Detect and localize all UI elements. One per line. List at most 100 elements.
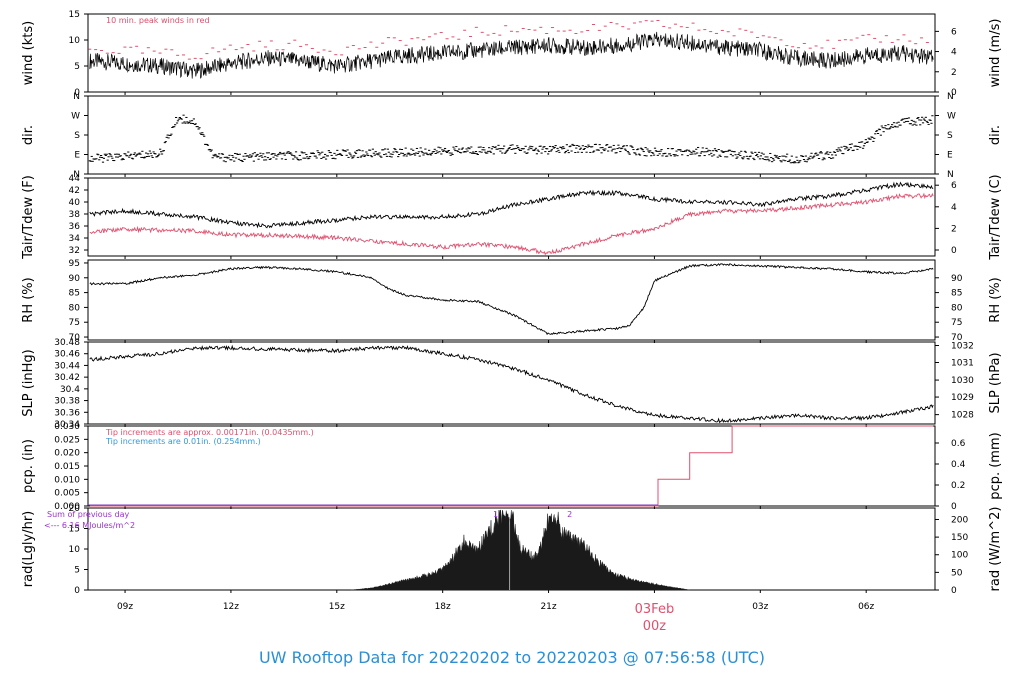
panel-frame bbox=[87, 259, 936, 341]
y-tick-label-right: 2 bbox=[951, 224, 957, 234]
primary-series-line bbox=[89, 344, 934, 424]
y-tick-label: 30.4 bbox=[60, 385, 80, 395]
y-tick-label: 10 bbox=[69, 36, 81, 46]
y-axis-label: rad(Lgly/hr) bbox=[21, 511, 36, 587]
y-tick-label: 30.46 bbox=[54, 350, 80, 360]
y-tick-label-right: 1030 bbox=[951, 376, 974, 386]
y-tick-label-right: 0 bbox=[951, 246, 957, 256]
primary-series-line bbox=[89, 263, 934, 336]
y-tick-label-right: 0.2 bbox=[951, 481, 965, 491]
x-tick-label: 21z bbox=[540, 602, 556, 612]
peak-wind-note: 10 min. peak winds in red bbox=[106, 16, 210, 25]
y-tick-label: 75 bbox=[69, 318, 80, 328]
panel-frame bbox=[87, 13, 936, 93]
dewpoint-line bbox=[89, 192, 934, 256]
y-axis-label: dir. bbox=[21, 125, 36, 145]
y-tick-label: 30.38 bbox=[54, 397, 80, 407]
rad-marker: 1 bbox=[493, 510, 498, 519]
radiation-area bbox=[350, 509, 690, 591]
x-date-sublabel: 00z bbox=[643, 619, 667, 634]
x-tick-label: 09z bbox=[117, 602, 133, 612]
y-tick-label-right: 1028 bbox=[951, 411, 974, 421]
y-tick-label: 0.005 bbox=[54, 489, 80, 499]
y-tick-label: 70 bbox=[69, 333, 81, 343]
y-tick-label: S bbox=[74, 131, 80, 141]
y-tick-label-right: 2 bbox=[951, 68, 957, 78]
y-tick-label-right: 100 bbox=[951, 551, 968, 561]
y-tick-label: 30.48 bbox=[54, 338, 80, 348]
y-tick-label-right: 0 bbox=[951, 502, 957, 512]
x-tick-label: 06z bbox=[858, 602, 874, 612]
y-axis-label-right: pcp. (mm) bbox=[988, 432, 1003, 499]
y-tick-label-right: N bbox=[947, 170, 954, 180]
y-tick-label: 10 bbox=[69, 545, 81, 555]
y-tick-label-right: 80 bbox=[951, 303, 963, 313]
y-tick-label: 0 bbox=[74, 586, 80, 596]
y-tick-label: 0.030 bbox=[54, 422, 80, 432]
rad-marker: 2 bbox=[567, 510, 572, 519]
chart-title: UW Rooftop Data for 20220202 to 20220203… bbox=[258, 648, 766, 667]
primary-series-line bbox=[89, 181, 934, 229]
y-tick-label-right: 0 bbox=[951, 586, 957, 596]
y-tick-label: 30.42 bbox=[54, 373, 80, 383]
y-tick-label: E bbox=[74, 151, 80, 161]
y-tick-label: 5 bbox=[74, 566, 80, 576]
x-tick-label: 15z bbox=[329, 602, 345, 612]
y-axis-label-right: Tair/Tdew (C) bbox=[988, 174, 1003, 260]
panel-frame bbox=[87, 177, 936, 257]
rad-sum-value: <--- 6.16 MJoules/m^2 bbox=[44, 521, 135, 530]
y-tick-label: 20 bbox=[69, 504, 81, 514]
y-tick-label-right: N bbox=[947, 92, 954, 102]
panel-frame bbox=[87, 95, 936, 175]
y-tick-label: N bbox=[73, 92, 80, 102]
y-tick-label: 30.44 bbox=[54, 361, 80, 371]
y-tick-label-right: 75 bbox=[951, 318, 962, 328]
y-tick-label: 90 bbox=[69, 274, 81, 284]
y-tick-label-right: 1032 bbox=[951, 342, 974, 352]
y-tick-label-right: 1031 bbox=[951, 359, 974, 369]
y-tick-label-right: 4 bbox=[951, 48, 957, 58]
y-tick-label: 42 bbox=[69, 186, 80, 196]
x-tick-label: 12z bbox=[223, 602, 239, 612]
y-tick-label: 44 bbox=[69, 174, 81, 184]
y-tick-label-right: 1029 bbox=[951, 393, 974, 403]
y-tick-label: 80 bbox=[69, 303, 81, 313]
y-tick-label: 34 bbox=[69, 234, 81, 244]
wind-speed-line bbox=[89, 31, 934, 79]
rad-sum-label: Sum of previous day bbox=[47, 510, 129, 519]
y-tick-label: 15 bbox=[69, 10, 80, 20]
y-tick-label-right: 0.6 bbox=[951, 439, 966, 449]
y-axis-label-right: rad (W/m^2) bbox=[988, 507, 1003, 592]
y-tick-label-right: 50 bbox=[951, 568, 963, 578]
y-tick-label: 0.025 bbox=[54, 435, 80, 445]
y-tick-label: 40 bbox=[69, 198, 81, 208]
y-tick-label: 30.36 bbox=[54, 408, 80, 418]
y-tick-label: 0.000 bbox=[54, 502, 80, 512]
y-tick-label: 36 bbox=[69, 222, 81, 232]
panel-frame bbox=[87, 341, 936, 425]
y-tick-label-right: E bbox=[947, 151, 953, 161]
y-axis-label: wind (kts) bbox=[21, 21, 36, 85]
tip-note-2: Tip increments are 0.01in. (0.254mm.) bbox=[105, 437, 261, 446]
y-axis-label-right: dir. bbox=[988, 125, 1003, 145]
x-tick-label: 03z bbox=[752, 602, 768, 612]
y-tick-label-right: 150 bbox=[951, 533, 968, 543]
y-tick-label: 0.010 bbox=[54, 475, 80, 485]
y-axis-label-right: wind (m/s) bbox=[988, 19, 1003, 88]
y-tick-label-right: 6 bbox=[951, 27, 957, 37]
y-tick-label-right: 6 bbox=[951, 181, 957, 191]
y-axis-label-right: RH (%) bbox=[988, 277, 1003, 322]
y-tick-label: 0.015 bbox=[54, 462, 80, 472]
y-tick-label: 95 bbox=[69, 259, 80, 269]
y-tick-label-right: 200 bbox=[951, 515, 968, 525]
y-tick-label: 15 bbox=[69, 525, 80, 535]
y-tick-label-right: 0.4 bbox=[951, 460, 966, 470]
y-tick-label: 85 bbox=[69, 289, 80, 299]
y-axis-label: pcp. (in) bbox=[21, 439, 36, 493]
y-tick-label: 38 bbox=[69, 210, 81, 220]
y-tick-label-right: 90 bbox=[951, 274, 963, 284]
y-tick-label: 0 bbox=[74, 88, 80, 98]
y-tick-label: W bbox=[71, 112, 80, 122]
